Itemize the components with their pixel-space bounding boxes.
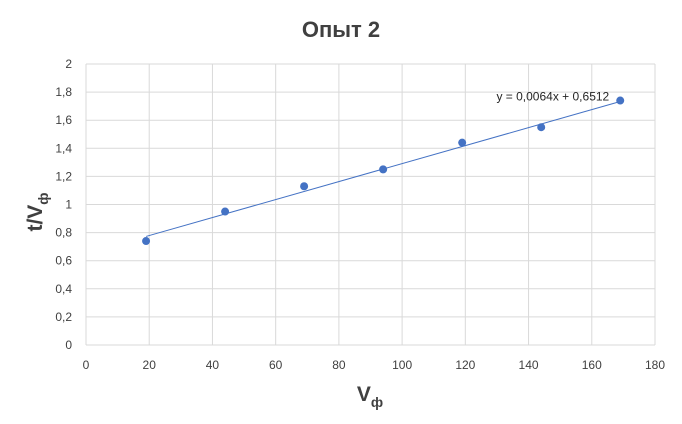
data-point [537, 123, 546, 132]
y-axis-label-subscript: ф [35, 192, 51, 204]
y-tick-label: 1,6 [55, 113, 72, 127]
x-tick-label: 160 [582, 358, 602, 372]
data-point [616, 96, 625, 105]
x-tick-label: 80 [332, 358, 346, 372]
x-tick-label: 40 [206, 358, 220, 372]
x-axis-ticks: 0 20 40 60 80 100 120 140 160 180 [83, 358, 666, 372]
x-tick-label: 120 [455, 358, 475, 372]
y-tick-label: 0 [65, 338, 72, 352]
x-tick-label: 180 [645, 358, 665, 372]
y-tick-label: 0,2 [55, 310, 72, 324]
y-tick-label: 1 [65, 198, 72, 212]
data-point [379, 165, 388, 174]
data-point [142, 237, 151, 246]
y-axis-ticks: 0 0,2 0,4 0,6 0,8 1 1,2 1,4 1,6 1,8 2 [55, 57, 72, 352]
chart-title: Опыт 2 [302, 17, 380, 42]
y-tick-label: 1,2 [55, 169, 72, 183]
x-tick-label: 60 [269, 358, 283, 372]
x-axis-label: Vф [357, 383, 383, 410]
grid [85, 63, 656, 346]
data-points [142, 96, 625, 246]
x-tick-label: 100 [392, 358, 412, 372]
x-tick-label: 20 [143, 358, 157, 372]
data-point [221, 207, 230, 216]
y-tick-label: 1,8 [55, 85, 72, 99]
y-axis-label: t/Vф [24, 192, 51, 231]
y-axis-label-main: t/V [24, 205, 47, 232]
y-tick-label: 1,4 [55, 141, 72, 155]
x-tick-label: 0 [83, 358, 90, 372]
data-point [300, 182, 309, 191]
data-point [458, 138, 467, 147]
y-tick-label: 2 [65, 57, 72, 71]
x-axis-label-subscript: ф [371, 394, 383, 410]
x-axis-label-main: V [357, 383, 371, 406]
y-tick-label: 0,4 [55, 282, 72, 296]
y-tick-label: 0,6 [55, 254, 72, 268]
trendline-equation: y = 0,0064x + 0,6512 [496, 90, 609, 104]
x-tick-label: 140 [519, 358, 539, 372]
y-tick-label: 0,8 [55, 226, 72, 240]
